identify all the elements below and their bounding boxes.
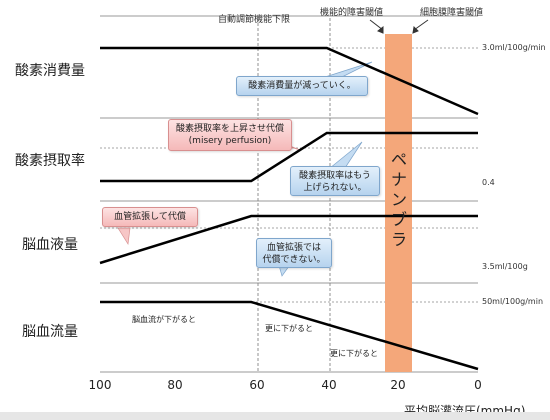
callout-extraction-limit-line1: 酸素摂取率はもう: [299, 171, 371, 181]
flow-note-first: 脳血流が下がると: [132, 315, 196, 324]
reference-label-cmro2: 3.0ml/100g/min: [482, 43, 546, 52]
x-tick-60: 60: [249, 378, 265, 392]
callout-vasodilation: 血管拡張して代償: [102, 207, 198, 227]
callout-vasodilation-text: 血管拡張して代償: [114, 212, 186, 222]
row-label-blood-volume: 脳血液量: [22, 237, 78, 253]
bottom-scrollbar-strip: [0, 412, 550, 420]
penumbra-label: ペナンブラ: [390, 150, 407, 249]
vasodilation-pointer: [117, 227, 131, 246]
functional-arrow-head: [377, 25, 384, 34]
series-lines: [99, 46, 479, 371]
callout-extraction-line2: (misery perfusion): [188, 136, 272, 146]
x-tick-80: 80: [167, 378, 183, 392]
callout-vasodilation-limit: 血管拡張では 代償できない。: [256, 238, 332, 268]
series-line-1: [100, 46, 479, 116]
callout-extraction-limit-line2: 上げられない。: [303, 183, 367, 193]
row-label-blood-flow: 脳血流量: [22, 324, 78, 340]
callout-oxygen-consumption-text: 酸素消費量が減っていく。: [248, 81, 356, 91]
reference-label-cbv: 3.5ml/100g: [482, 262, 528, 271]
row-label-oxygen-consumption: 酸素消費量: [15, 63, 85, 79]
reference-label-oef: 0.4: [482, 178, 495, 187]
extraction-limit-pointer: [329, 141, 363, 169]
threshold-arrows: [369, 19, 429, 34]
series-line-3: [99, 214, 478, 265]
callout-vasodilation-limit-line2: 代償できない。: [262, 255, 326, 265]
flow-note-third: 更に下がると: [330, 349, 378, 358]
x-tick-0: 0: [474, 378, 482, 392]
membrane-arrow-head: [412, 25, 419, 34]
row-dividers: [100, 15, 478, 373]
callout-extraction-limit: 酸素摂取率はもう 上げられない。: [290, 166, 380, 196]
series-line-2: [100, 131, 478, 183]
x-tick-40: 40: [321, 378, 337, 392]
membrane-arrow-line: [413, 19, 429, 31]
callout-oxygen-consumption: 酸素消費量が減っていく。: [236, 76, 368, 96]
autoregulation-label: 自動調節機能下限: [218, 15, 291, 25]
functional-threshold-label: 機能的障害閾値: [320, 8, 384, 18]
callout-extraction-line1: 酸素摂取率を上昇させ代償: [175, 124, 284, 134]
callout-vasodilation-limit-line1: 血管拡張では: [266, 243, 321, 253]
penumbra-band: [385, 34, 412, 372]
x-tick-20: 20: [390, 378, 406, 392]
reference-label-cbf: 50ml/100g/min: [482, 297, 544, 306]
flow-note-second: 更に下がると: [265, 324, 313, 333]
series-line-4: [100, 300, 479, 371]
row-label-oxygen-extraction: 酸素摂取率: [15, 153, 85, 169]
membrane-threshold-label: 細胞膜障害閾値: [420, 8, 484, 18]
callout-extraction: 酸素摂取率を上昇させ代償 (misery perfusion): [168, 119, 292, 151]
x-tick-100: 100: [88, 378, 112, 392]
